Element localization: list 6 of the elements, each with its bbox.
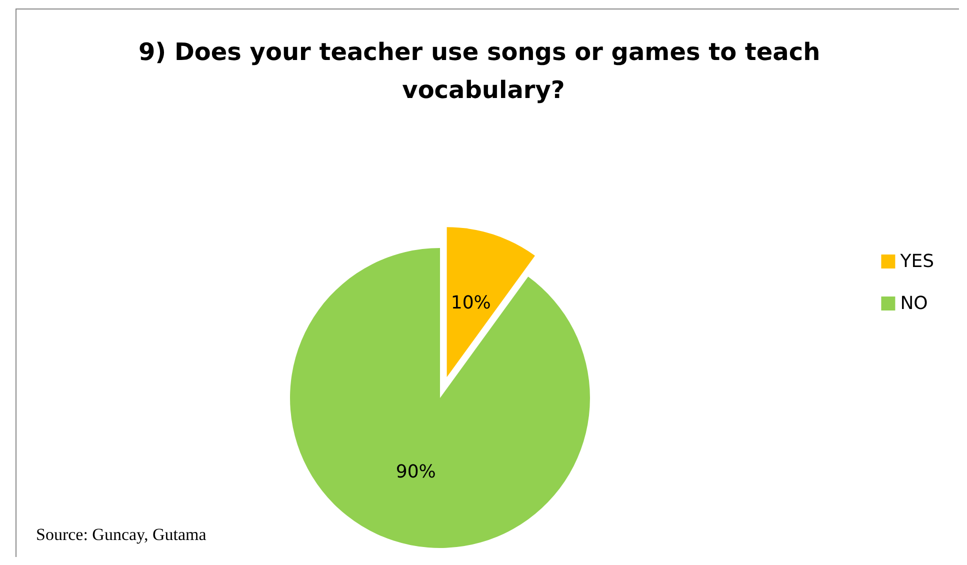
data-label: 90% [396,462,436,483]
legend-label: NO [900,293,928,314]
chart-title: 9) Does your teacher use songs or games to teach vocabulary? [138,38,829,104]
source-note: Source: Guncay, Gutama [36,525,207,544]
data-label: 10% [450,292,491,314]
legend-label: YES [899,251,934,272]
